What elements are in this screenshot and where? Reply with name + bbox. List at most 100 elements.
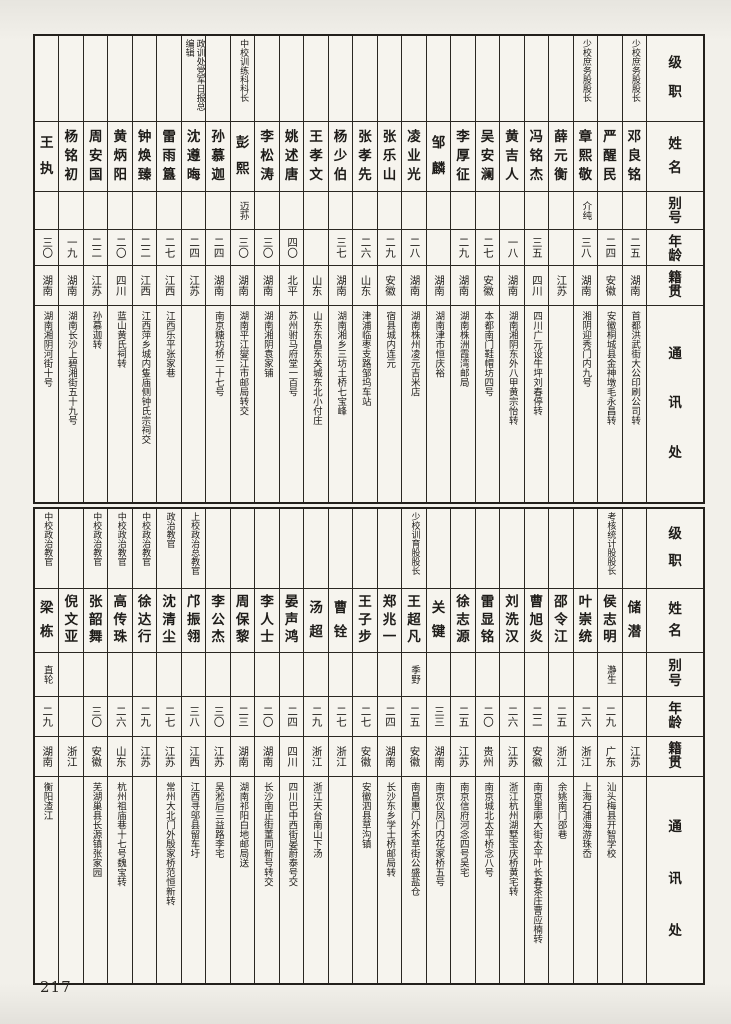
name-cell: 杨铭初	[59, 122, 83, 192]
alias-cell: 迈荪	[230, 192, 255, 230]
address-cell: 江西萍乡城内隻庙侧钟氏宗祠交	[139, 311, 151, 444]
name-cell: 沈清尘	[157, 589, 181, 653]
address-cell: 衡阳渣江	[41, 782, 53, 820]
age-cell: 一八	[500, 230, 524, 266]
name-cell: 徐达行	[132, 589, 157, 653]
rank-cell	[132, 36, 157, 122]
person-column: 邵令江二五 浙江 余姚南门邵巷	[549, 509, 574, 983]
origin-cell: 湖南	[230, 737, 255, 777]
rank-cell	[230, 509, 255, 589]
name-cell: 彭熙	[230, 122, 255, 192]
rank-cell	[279, 36, 304, 122]
row-header-column: 级职姓名别号年龄籍贯通讯处	[647, 509, 704, 983]
origin-cell: 湖南	[573, 266, 598, 306]
age-cell: 二九	[35, 697, 59, 737]
rank-cell	[255, 509, 279, 589]
alias-cell	[108, 192, 132, 230]
name-cell: 李公杰	[206, 589, 230, 653]
age-cell: 二五	[451, 697, 475, 737]
alias-cell	[132, 653, 157, 697]
rank-cell	[157, 36, 181, 122]
person-column: 王执三〇 湖南 湖南湘阴河街十号	[35, 36, 60, 502]
name-cell: 邓良铭	[622, 122, 647, 192]
name-cell: 吴安澜	[475, 122, 500, 192]
person-column: 倪文亚浙江	[59, 509, 84, 983]
address-cell: 长沙东乡学士桥邮局转	[384, 782, 396, 877]
person-column: 雷雨簋二七 江西 江西乐平张家巷	[157, 36, 182, 502]
address-cell: 本都南门鞋帽坊四号	[482, 311, 494, 397]
person-column: 考核统计股股长侯志明瀞生 二九 广东 汕头梅县开智学校	[598, 509, 623, 983]
name-cell: 孙慕迦	[206, 122, 230, 192]
address-cell: 湖南株洲霞湾邮局	[457, 311, 469, 387]
origin-cell: 湖南	[206, 266, 230, 306]
age-cell: 三〇	[230, 230, 255, 266]
name-cell: 王孝文	[304, 122, 328, 192]
age-cell: 二〇	[255, 697, 279, 737]
origin-cell: 四川	[524, 266, 549, 306]
origin-cell: 浙江	[328, 737, 353, 777]
age-cell: 二九	[451, 230, 475, 266]
person-column: 郑兆一二四 湖南 长沙东乡学士桥邮局转	[377, 509, 403, 983]
person-column: 晏声鸿二四 四川 四川巴中西街晏蔚泰号交	[279, 509, 305, 983]
origin-cell: 浙江	[304, 737, 328, 777]
rank-cell	[108, 36, 132, 122]
address-cell: 南京糖坊桥二十七号	[212, 311, 224, 397]
person-column: 关键三三 湖南 南京仪凤门内花家桥五号	[426, 509, 452, 983]
origin-cell: 北平	[279, 266, 304, 306]
rank-cell: 考核统计股股长	[598, 509, 622, 589]
alias-cell	[83, 653, 108, 697]
person-column: 中校政治教官张韶舞三〇 安徽 芜湖巢县长源镇张家园	[83, 509, 109, 983]
rank-cell: 少校庶务股股长	[622, 36, 647, 122]
person-column: 凌业光二八 湖南 湖南株州凌元吉米店	[402, 36, 427, 502]
rank-cell	[304, 36, 328, 122]
row-header-cell: 籍贯	[647, 266, 704, 306]
row-header-cell: 姓名	[647, 589, 704, 653]
name-cell: 张韶舞	[83, 589, 108, 653]
address-cell: 湖南湘阴袁家铺	[261, 311, 273, 378]
alias-cell	[451, 653, 475, 697]
person-column: 少校训育股股长王超凡季野 二五 安徽 南昌惠门外禾草街公盛盐仓	[402, 509, 427, 983]
origin-cell: 湖南	[35, 737, 59, 777]
person-column: 李松涛三〇 湖南 湖南湘阴袁家铺	[255, 36, 280, 502]
alias-cell	[328, 653, 353, 697]
address-cell: 湖南株州凌元吉米店	[408, 311, 420, 397]
origin-cell: 山东	[304, 266, 328, 306]
rank-cell: 政训处党军日报总编辑	[181, 36, 206, 122]
name-cell: 周安国	[83, 122, 108, 192]
row-header-cell: 通讯处	[668, 819, 682, 940]
origin-cell: 江苏	[157, 737, 181, 777]
address-cell: 湖南长沙上碧湘街五十九号	[65, 311, 77, 425]
rank-cell	[206, 36, 230, 122]
address-cell: 湖南湘阴东外八甲黄宗怡转	[506, 311, 518, 425]
address-cell: 湖南湘阴河街十号	[41, 311, 53, 387]
rank-cell	[598, 36, 622, 122]
address-cell: 湖南祁阳白地邮局送	[237, 782, 249, 868]
origin-cell: 江苏	[181, 266, 206, 306]
address-cell: 南昌惠门外禾草街公盛盐仓	[408, 782, 420, 896]
address-cell: 常州大北门外殷家桥范恒新转	[163, 782, 175, 906]
address-cell: 长沙南正街董同新号转交	[261, 782, 273, 887]
rank-cell	[451, 36, 475, 122]
age-cell: 三五	[524, 230, 549, 266]
age-cell: 二六	[500, 697, 524, 737]
age-cell	[426, 230, 451, 266]
origin-cell: 江西	[181, 737, 206, 777]
address-cell	[329, 777, 352, 983]
rank-cell	[206, 509, 230, 589]
person-column: 汤超二九 浙江 浙江天台南山下汤	[304, 509, 329, 983]
origin-cell: 安徽	[524, 737, 549, 777]
person-column: 中校政治教官高传珠二六 山东 杭州祖庙巷十七号魏宝转	[108, 509, 133, 983]
origin-cell: 江苏	[206, 737, 230, 777]
person-column: 黄吉人一八 湖南 湖南湘阴东外八甲黄宗怡转	[500, 36, 525, 502]
person-column: 薛元衡江苏	[549, 36, 574, 502]
age-cell: 三〇	[83, 697, 108, 737]
alias-cell	[181, 192, 206, 230]
person-column: 邹麟湖南 湖南津市恒庆裕	[426, 36, 452, 502]
origin-cell: 安徽	[402, 737, 426, 777]
rank-cell	[279, 509, 304, 589]
age-cell: 二四	[181, 230, 206, 266]
name-cell: 叶崇统	[573, 589, 598, 653]
origin-cell: 江西	[132, 266, 157, 306]
person-column: 张乐山二九 安徽 宿县城内连元	[377, 36, 403, 502]
origin-cell: 江苏	[622, 737, 647, 777]
